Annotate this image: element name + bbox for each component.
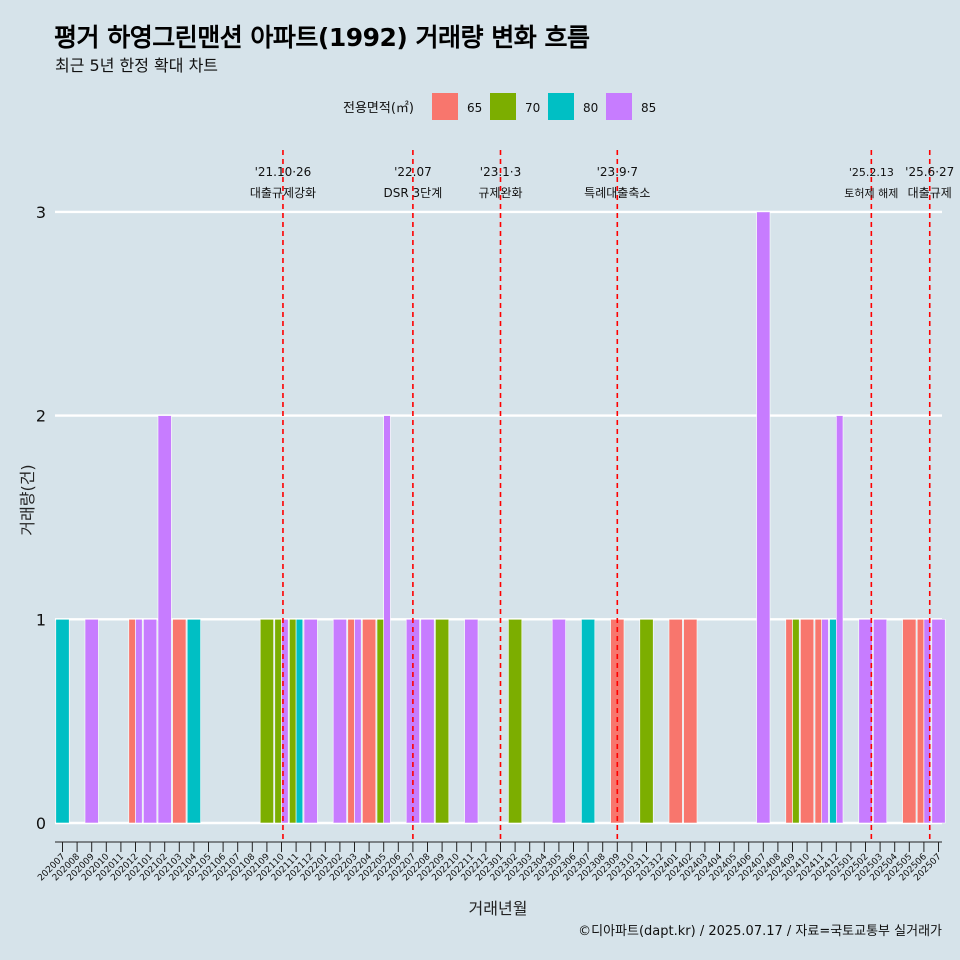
bar-202209-70 [435,618,450,824]
bar-202202-85 [332,618,347,824]
bar-202412-85 [835,415,844,824]
legend-swatch-65 [432,93,458,120]
legend-swatch-85 [606,93,632,120]
bar-202111-70 [289,618,297,824]
bar-202112-85 [303,618,318,824]
bar-202111-80 [295,618,304,824]
legend-label-80: 80 [583,101,598,115]
bar-202204-65 [362,618,377,824]
y-tick-label: 3 [36,203,46,222]
y-tick-label: 1 [36,610,46,629]
chart-subtitle: 최근 5년 한정 확대 차트 [55,56,219,75]
event-date-label: '23.1·3 [480,165,521,179]
bar-202205-70 [376,618,384,824]
event-name-label: 규제완화 [478,186,522,200]
bar-202012-65 [128,618,136,824]
bar-202506-85 [923,618,931,824]
y-tick-label: 0 [36,814,46,833]
legend-label-70: 70 [525,101,540,115]
bar-202412-80 [829,618,837,824]
bar-202103-65 [172,618,187,824]
y-tick-label: 2 [36,407,46,426]
bar-202502-85 [858,618,873,824]
bar-202409-70 [792,618,800,824]
bar-202506-65 [916,618,925,824]
bar-202402-65 [683,618,698,824]
bar-202507-85 [931,618,946,824]
bar-202503-85 [873,618,888,824]
event-name-label: 특례대출축소 [584,186,650,200]
legend-label-85: 85 [641,101,656,115]
legend-label-65: 65 [467,101,482,115]
legend-swatch-70 [490,93,516,120]
bar-202110-85 [281,618,289,824]
bar-202410-65 [800,618,815,824]
bar-202101-85 [143,618,158,824]
chart-caption: ©디아파트(dapt.kr) / 2025.07.17 / 자료=국토교통부 실… [578,924,942,939]
bar-202205-85 [383,415,391,824]
bar-202411-65 [814,618,822,824]
bar-202409-65 [785,618,793,824]
bar-202401-65 [668,618,683,824]
bar-202407-85 [756,211,771,824]
bar-202307-80 [581,618,596,824]
bar-202110-70 [274,618,282,824]
event-name-label: 토허제 해제 [844,186,898,200]
y-axis-title: 거래량(건) [18,464,37,535]
bar-202411-85 [821,618,829,824]
event-date-label: '25.2.13 [849,166,894,179]
bar-202104-80 [186,618,201,824]
event-name-label: DSR 3단계 [384,186,443,200]
event-date-label: '21.10·26 [255,165,312,179]
event-name-label: 대출규제강화 [250,186,316,200]
event-date-label: '25.6·27 [905,165,954,179]
bar-202007-80 [55,618,70,824]
bar-202203-85 [354,618,362,824]
bar-202102-85 [157,415,172,824]
bar-202208-85 [420,618,435,824]
legend-swatch-80 [548,93,574,120]
event-date-label: '22.07 [394,165,432,179]
bar-202109-70 [259,618,274,824]
bar-202203-65 [347,618,355,824]
bar-202012-85 [135,618,143,824]
legend-title: 전용면적(㎡) [343,101,414,116]
bar-202305-85 [551,618,566,824]
bar-202211-85 [464,618,479,824]
event-date-label: '23.9·7 [597,165,638,179]
chart-title: 평거 하영그린맨션 아파트(1992) 거래량 변화 흐름 [54,23,590,52]
event-name-label: 대출규제 [908,186,952,200]
bar-202009-85 [84,618,99,824]
bar-202302-70 [508,618,523,824]
bar-202505-65 [902,618,917,824]
bar-202311-70 [639,618,654,824]
x-axis-title: 거래년월 [469,899,528,918]
